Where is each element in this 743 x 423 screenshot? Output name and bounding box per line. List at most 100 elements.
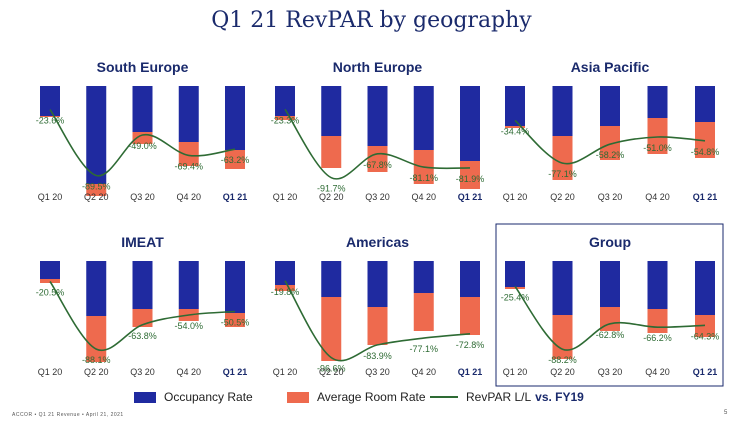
occupancy-bar <box>86 86 107 184</box>
x-tick-label: Q1 20 <box>273 367 298 377</box>
page-number: 5 <box>724 410 728 416</box>
revpar-label: -49.0% <box>128 141 157 151</box>
revpar-label: -34.4% <box>501 126 530 136</box>
chart-title: Group <box>589 234 631 250</box>
x-tick-label: Q4 20 <box>411 192 436 202</box>
arr-bar <box>275 116 295 120</box>
occupancy-bar <box>86 261 107 316</box>
arr-bar <box>321 136 342 168</box>
page-title: Q1 21 RevPAR by geography <box>211 8 532 33</box>
arr-swatch <box>287 391 309 403</box>
revpar-label: -88.1% <box>82 355 111 365</box>
occupancy-bar <box>647 86 668 118</box>
x-tick-label: Q4 20 <box>411 367 436 377</box>
x-tick-label: Q1 21 <box>693 192 718 202</box>
chart-title: IMEAT <box>121 234 164 250</box>
x-tick-label: Q1 21 <box>458 192 483 202</box>
revpar-line <box>514 119 706 165</box>
legend-revpar-suffix: vs. FY19 <box>535 390 584 404</box>
arr-bar <box>40 279 60 283</box>
arr-bar <box>505 126 525 128</box>
legend-revpar: RevPAR L/L vs. FY19 <box>430 390 584 404</box>
x-tick-label: Q3 20 <box>130 192 155 202</box>
chart-2: Asia Pacific -34.4% -77.1% -58.2% -51.0% -54.… <box>501 59 720 202</box>
occupancy-bar <box>600 261 620 307</box>
x-tick-label: Q1 20 <box>273 192 298 202</box>
revpar-label: -96.6% <box>317 364 346 374</box>
occupancy-bar <box>413 86 434 150</box>
x-tick-label: Q4 20 <box>176 192 201 202</box>
x-tick-label: Q1 21 <box>223 367 248 377</box>
x-tick-label: Q3 20 <box>365 192 390 202</box>
revpar-label: -51.0% <box>643 143 672 153</box>
occupancy-bar <box>275 261 295 285</box>
arr-bar <box>367 307 388 345</box>
occupancy-swatch <box>134 391 156 403</box>
legend: Occupancy Rate Average Room Rate RevPAR … <box>0 390 743 406</box>
x-tick-label: Q1 20 <box>503 192 528 202</box>
occupancy-bar <box>40 261 60 279</box>
chart-3: IMEAT -20.5% -88.1% -63.8% -54.0% -50.5% Q1 20… <box>36 234 250 377</box>
occupancy-bar <box>695 261 715 315</box>
arr-bar <box>275 285 295 291</box>
x-tick-label: Q2 20 <box>84 192 109 202</box>
arr-bar <box>552 136 573 180</box>
arr-bar <box>647 118 668 154</box>
occupancy-bar <box>40 86 60 116</box>
revpar-label: -66.2% <box>643 333 672 343</box>
arr-bar <box>600 126 620 160</box>
occupancy-bar <box>132 86 153 132</box>
occupancy-bar <box>460 86 480 161</box>
arr-bar <box>225 313 245 327</box>
revpar-label: -88.2% <box>548 355 577 365</box>
revpar-label: -58.2% <box>596 150 625 160</box>
x-tick-label: Q1 21 <box>693 367 718 377</box>
x-tick-label: Q3 20 <box>365 367 390 377</box>
occupancy-bar <box>132 261 153 309</box>
revpar-label: -64.3% <box>691 331 720 341</box>
x-tick-label: Q2 20 <box>319 192 344 202</box>
legend-arr: Average Room Rate <box>287 390 426 404</box>
revpar-label: -77.1% <box>409 344 438 354</box>
revpar-label: -72.8% <box>456 340 485 350</box>
x-tick-label: Q1 20 <box>503 367 528 377</box>
occupancy-bar <box>695 86 715 122</box>
x-tick-label: Q1 21 <box>223 192 248 202</box>
revpar-line <box>284 108 471 180</box>
x-tick-label: Q2 20 <box>550 367 575 377</box>
occupancy-bar <box>275 86 295 116</box>
occupancy-bar <box>552 86 573 136</box>
x-tick-label: Q4 20 <box>645 192 670 202</box>
x-tick-label: Q3 20 <box>598 367 623 377</box>
arr-bar <box>460 297 480 335</box>
revpar-label: -67.8% <box>363 160 392 170</box>
revpar-line <box>49 109 236 177</box>
occupancy-bar <box>321 261 342 297</box>
group-frame <box>495 223 724 387</box>
revpar-line <box>514 285 706 351</box>
occupancy-bar <box>505 261 525 287</box>
chart-5: Group -25.4% -88.2% -62.8% -66.2% -64.3% Q1 20… <box>501 234 720 377</box>
x-tick-label: Q4 20 <box>176 367 201 377</box>
legend-revpar-label: RevPAR L/L <box>466 390 532 404</box>
x-tick-label: Q3 20 <box>598 192 623 202</box>
chart-title: Asia Pacific <box>571 59 650 75</box>
x-tick-label: Q4 20 <box>645 367 670 377</box>
legend-occupancy: Occupancy Rate <box>134 390 253 404</box>
occupancy-bar <box>460 261 480 297</box>
revpar-label: -63.8% <box>128 331 157 341</box>
revpar-line <box>284 280 471 362</box>
x-tick-label: Q2 20 <box>550 192 575 202</box>
occupancy-bar <box>225 261 245 313</box>
occupancy-bar <box>367 261 388 307</box>
x-tick-label: Q1 20 <box>38 367 63 377</box>
chart-title: South Europe <box>97 59 189 75</box>
arr-bar <box>367 146 388 172</box>
revpar-label: -54.8% <box>691 147 720 157</box>
revpar-label: -19.8% <box>271 287 300 297</box>
revpar-label: -77.1% <box>548 169 577 179</box>
x-tick-label: Q2 20 <box>319 367 344 377</box>
x-tick-label: Q1 20 <box>38 192 63 202</box>
chart-title: North Europe <box>333 59 423 75</box>
